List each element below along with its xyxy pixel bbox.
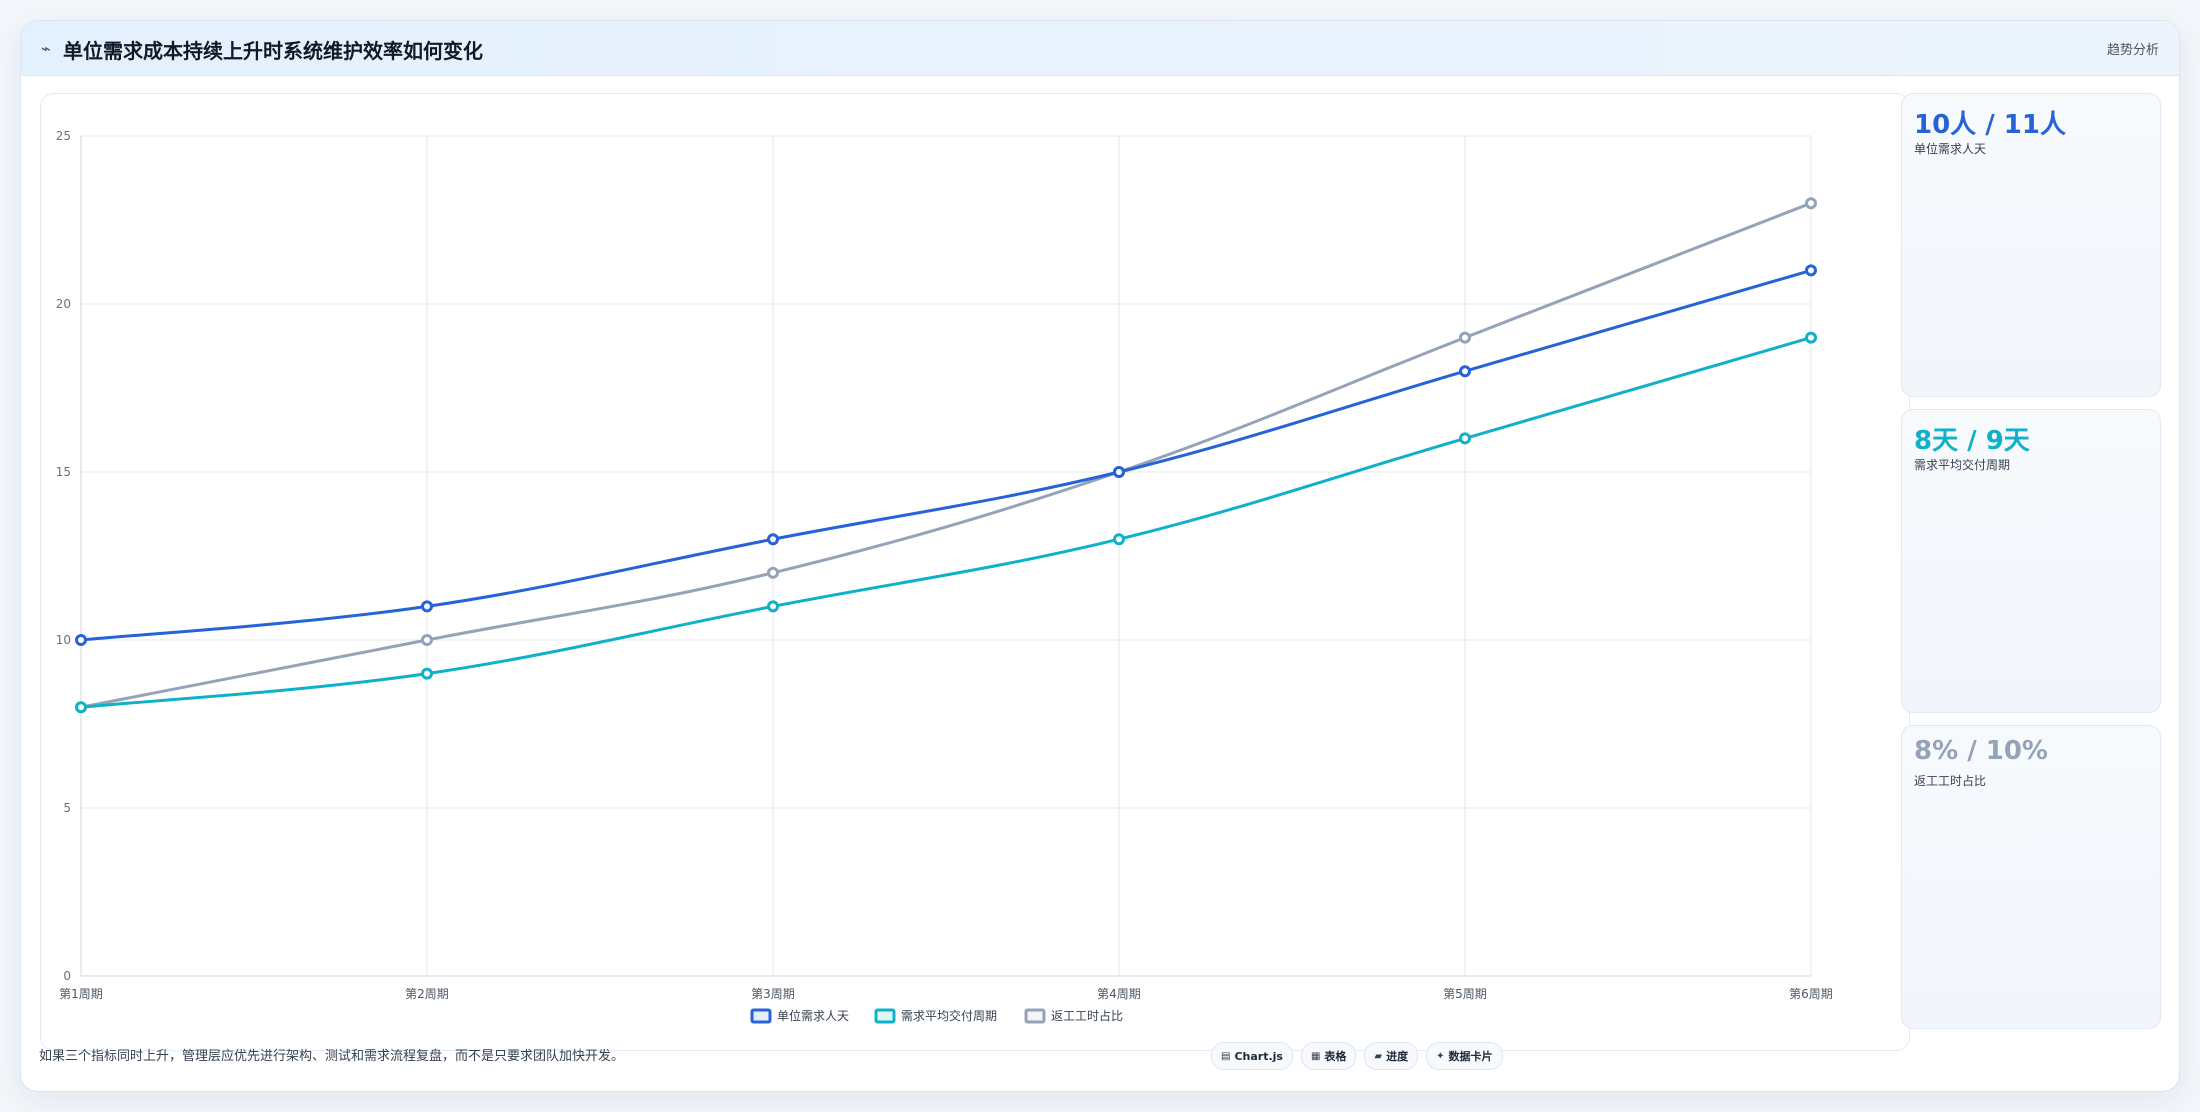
y-tick-label: 20 [56,297,71,311]
kpi-value: 8天 / 9天 [1914,426,2030,456]
x-tick-label: 第6周期 [1789,987,1833,1001]
y-tick-label: 25 [56,129,71,143]
y-tick-label: 0 [63,969,71,983]
dashboard-card: ⌁ 单位需求成本持续上升时系统维护效率如何变化 趋势分析 0 5 10 15 20 25 第… [20,20,2180,1092]
kpi-label: 返工工时占比 [1914,774,1987,788]
series-line [79,268,1813,642]
kpi-card-rework-ratio: 8% / 10% 返工工时占比 [1901,725,2161,1029]
tag-progress[interactable]: ▰ 进度 [1364,1042,1419,1070]
data-point[interactable] [421,667,433,680]
x-tick-label: 第5周期 [1443,987,1487,1001]
legend-label: 返工工时占比 [1051,1008,1123,1023]
tag-label: 数据卡片 [1448,1050,1493,1063]
data-point[interactable] [1113,466,1125,478]
series-line [79,201,1813,709]
data-point[interactable] [1805,331,1817,344]
tag-label: 进度 [1386,1050,1409,1063]
kpi-value: 10人 / 11人 [1914,110,2066,140]
x-tick-label: 第3周期 [751,987,795,1001]
kpi-label: 单位需求人天 [1914,142,1987,156]
data-point[interactable] [1805,197,1817,210]
chart-panel: 0 5 10 15 20 25 第1周期 第2周期 第3周期 第4周期 第5周期 第6周期 单位需求人… [40,93,1910,1051]
kpi-card-unit-person-days: 10人 / 11人 单位需求人天 [1901,93,2161,397]
page-title: 单位需求成本持续上升时系统维护效率如何变化 [63,39,483,63]
footnote-text: 如果三个指标同时上升，管理层应优先进行架构、测试和需求流程复盘，而不是只要求团队… [39,1049,625,1064]
table-icon: ▦ [1310,1050,1321,1062]
kpi-label: 需求平均交付周期 [1914,458,2011,472]
data-point[interactable] [767,600,779,613]
legend-label: 需求平均交付周期 [901,1008,997,1023]
kpi-value: 8% / 10% [1914,736,2048,766]
trend-analysis-label: 趋势分析 [2106,43,2159,58]
data-point[interactable] [421,634,433,646]
tag-label: 表格 [1324,1050,1347,1063]
y-tick-label: 5 [63,801,71,815]
card-header: ⌁ 单位需求成本持续上升时系统维护效率如何变化 趋势分析 [21,21,2179,76]
legend-swatch [1024,1008,1046,1024]
legend-item[interactable]: 单位需求人天 [750,1008,849,1024]
legend-swatch [874,1008,896,1024]
y-tick-label: 10 [56,633,71,647]
tag-label: Chart.js [1234,1049,1283,1063]
legend-label: 单位需求人天 [777,1008,849,1023]
legend-swatch [750,1008,772,1024]
x-tick-label: 第2周期 [405,987,449,1001]
data-point[interactable] [767,533,779,546]
data-point[interactable] [421,600,433,613]
tag-table[interactable]: ▦ 表格 [1300,1042,1357,1070]
data-point[interactable] [1805,264,1817,277]
legend-item[interactable]: 返工工时占比 [1024,1008,1123,1024]
data-point[interactable] [75,701,87,714]
series-line [79,336,1813,709]
legend-item[interactable]: 需求平均交付周期 [874,1008,997,1024]
x-tick-label: 第4周期 [1097,987,1141,1001]
line-chart: 0 5 10 15 20 25 第1周期 第2周期 第3周期 第4周期 第5周期 第6周期 单位需求人… [56,129,1833,1024]
progress-icon: ▰ [1374,1050,1383,1062]
tag-list: ▤ Chart.js ▦ 表格 ▰ 进度 ✦ 数据卡片 [1211,1042,1503,1070]
card-icon: ✦ [1436,1050,1445,1062]
tag-chartjs[interactable]: ▤ Chart.js [1211,1042,1293,1070]
data-point[interactable] [75,634,87,646]
data-point[interactable] [767,566,779,579]
data-point[interactable] [1459,365,1471,378]
data-point[interactable] [1459,432,1471,445]
kpi-card-delivery-cycle: 8天 / 9天 需求平均交付周期 [1901,409,2161,713]
tag-data-card[interactable]: ✦ 数据卡片 [1426,1042,1503,1070]
chart-icon: ▤ [1221,1050,1231,1062]
data-point[interactable] [1113,533,1125,546]
trend-line-icon: ⌁ [41,39,51,58]
x-tick-label: 第1周期 [59,987,103,1001]
data-point[interactable] [1459,331,1471,344]
y-tick-label: 15 [56,465,71,479]
